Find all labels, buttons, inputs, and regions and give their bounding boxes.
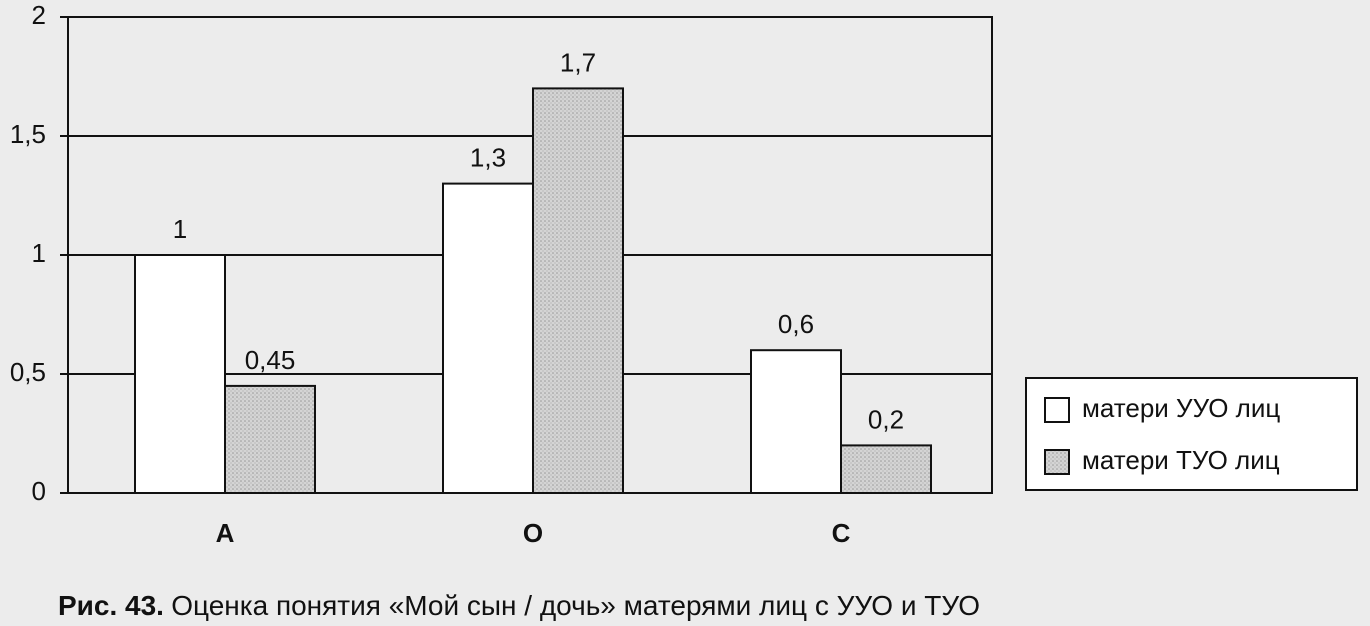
y-tick-label: 1,5 <box>10 119 46 149</box>
legend-label: матери УУО лиц <box>1082 393 1280 423</box>
legend-box <box>1025 377 1358 491</box>
value-label: 1 <box>173 214 187 244</box>
bar <box>134 254 226 494</box>
value-label: 0,6 <box>778 309 814 339</box>
bar <box>224 384 316 494</box>
value-label: 0,2 <box>868 404 904 434</box>
caption: Рис. 43. Оценка понятия «Мой сын / дочь»… <box>58 590 980 621</box>
legend-swatch <box>1044 449 1070 475</box>
legend-swatch <box>1044 397 1070 423</box>
bar <box>840 444 932 494</box>
value-label: 0,45 <box>245 345 296 375</box>
bar <box>532 87 624 495</box>
caption-text: Оценка понятия «Мой сын / дочь» матерями… <box>171 590 980 621</box>
x-tick-label: А <box>216 518 235 548</box>
value-label: 1,3 <box>470 142 506 172</box>
value-label: 1,7 <box>560 47 596 77</box>
y-tick-label: 2 <box>32 0 46 30</box>
bar <box>442 182 534 494</box>
caption-label: Рис. 43. <box>58 590 164 621</box>
x-tick-label: О <box>523 518 543 548</box>
y-tick-label: 1 <box>32 238 46 268</box>
y-tick-label: 0,5 <box>10 357 46 387</box>
x-tick-label: С <box>832 518 851 548</box>
bar <box>750 349 842 495</box>
legend-label: матери ТУО лиц <box>1082 445 1280 475</box>
y-tick-label: 0 <box>32 476 46 506</box>
